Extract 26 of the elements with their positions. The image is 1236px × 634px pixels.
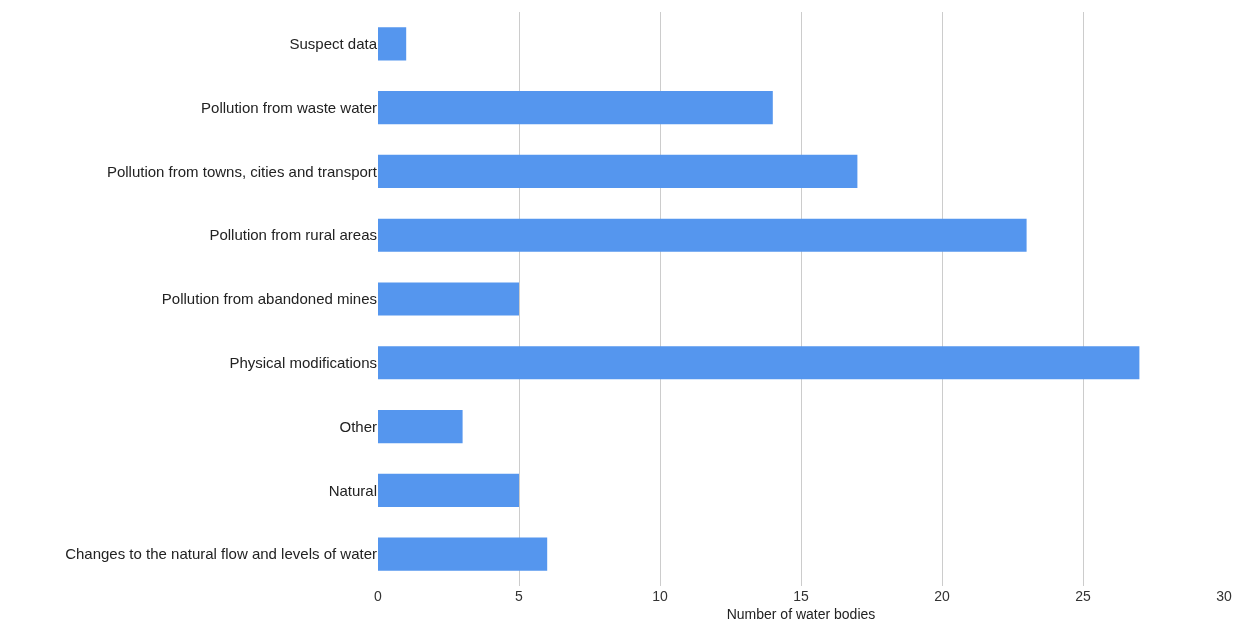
y-tick-label: Other [339, 417, 377, 435]
x-tick-label: 15 [793, 588, 809, 604]
y-tick-label: Pollution from rural areas [209, 226, 377, 244]
x-tick-label: 20 [934, 588, 950, 604]
y-tick-label: Physical modifications [229, 354, 377, 372]
y-tick-label: Suspect data [289, 35, 378, 53]
bar [378, 409, 463, 444]
x-tick-label: 10 [652, 588, 668, 604]
bar [378, 27, 407, 61]
y-tick-label: Pollution from towns, cities and transport [106, 162, 378, 180]
bar [378, 537, 548, 571]
bar [378, 218, 1027, 252]
y-tick-label: Pollution from waste water [201, 98, 377, 116]
x-tick-label: 30 [1216, 588, 1232, 604]
bar [378, 473, 519, 507]
bar [378, 91, 773, 125]
x-tick-label: 5 [515, 588, 524, 604]
y-tick-label: Pollution from abandoned mines [161, 290, 377, 308]
x-tick-label: 0 [374, 588, 383, 604]
y-tick-label: Natural [328, 481, 377, 499]
y-tick-label: Changes to the natural flow and levels of water [65, 545, 377, 563]
bar [378, 346, 1140, 380]
x-axis-title: Number of water bodies [726, 606, 876, 623]
x-tick-label: 25 [1075, 588, 1091, 604]
bar [378, 154, 858, 189]
bar [378, 282, 519, 316]
